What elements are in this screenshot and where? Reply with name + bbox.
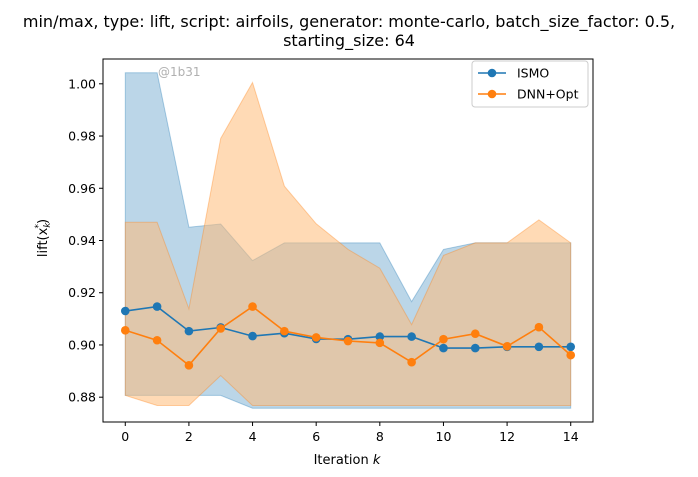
y-tick-label: 0.90 — [68, 337, 96, 352]
data-point-ismo — [184, 326, 194, 336]
data-point-ismo — [566, 342, 576, 352]
y-tick-label: 0.98 — [68, 129, 96, 144]
legend: ISMO DNN+Opt — [471, 60, 589, 108]
data-point-ismo — [534, 342, 544, 352]
data-point-ismo — [470, 343, 480, 353]
data-point-dnn-opt — [184, 361, 194, 370]
data-point-dnn-opt — [534, 322, 544, 332]
x-tick-label: 4 — [249, 429, 257, 444]
x-tick-label: 12 — [499, 429, 515, 444]
legend-label-dnn-opt: DNN+Opt — [517, 87, 579, 102]
data-point-dnn-opt — [470, 329, 480, 339]
x-axis-label: Iteration k — [314, 453, 381, 468]
data-point-dnn-opt — [375, 338, 385, 348]
y-axis-label-close: ) — [36, 219, 51, 224]
y-tick-label: 0.88 — [68, 390, 96, 405]
x-tick-label: 8 — [376, 429, 384, 444]
x-tick-label: 10 — [436, 429, 452, 444]
legend-marker-dnn-opt — [487, 89, 497, 99]
data-point-dnn-opt — [280, 326, 289, 336]
data-point-dnn-opt — [248, 302, 257, 311]
x-axis-label-main: Iteration — [314, 453, 373, 468]
band-dnn-opt — [124, 81, 572, 406]
data-point-dnn-opt — [216, 324, 226, 333]
x-axis-label-italic: k — [373, 453, 381, 468]
plot-area: 0 2 4 6 8 10 12 14 0.88 0.90 0.92 0.94 0.96 0.98 1.00 I… — [68, 58, 594, 444]
x-tick-label: 2 — [185, 429, 193, 444]
data-point-ismo — [439, 343, 448, 353]
data-point-dnn-opt — [502, 341, 512, 351]
watermark: @1b31 — [158, 65, 201, 79]
data-point-dnn-opt — [311, 333, 321, 342]
x-tick-label: 0 — [121, 429, 129, 444]
data-point-ismo — [152, 302, 162, 311]
y-axis-label: lift(xk*) — [34, 219, 53, 257]
data-point-dnn-opt — [566, 350, 576, 360]
legend-marker-ismo — [487, 68, 497, 78]
y-tick-label: 1.00 — [68, 76, 96, 91]
y-tick-label: 0.94 — [68, 233, 96, 248]
y-axis-label-main: lift(x — [36, 227, 51, 257]
x-tick-label: 6 — [312, 429, 320, 444]
data-point-ismo — [375, 332, 385, 341]
chart-title-line2: starting_size: 64 — [283, 31, 415, 51]
data-point-ismo — [248, 331, 257, 341]
y-axis-label-sub: k — [43, 222, 53, 228]
data-point-dnn-opt — [120, 326, 130, 335]
data-point-dnn-opt — [439, 334, 448, 344]
y-tick-label: 0.96 — [68, 181, 96, 196]
data-point-dnn-opt — [407, 357, 416, 367]
data-point-dnn-opt — [152, 335, 162, 345]
x-tick-label: 14 — [563, 429, 579, 444]
data-point-ismo — [120, 306, 130, 316]
data-point-ismo — [407, 332, 416, 341]
legend-label-ismo: ISMO — [517, 66, 549, 81]
y-axis-label-sup: * — [34, 223, 44, 228]
y-tick-label: 0.92 — [68, 285, 96, 300]
chart-title-line1: min/max, type: lift, script: airfoils, g… — [23, 12, 675, 32]
data-point-dnn-opt — [343, 336, 353, 346]
